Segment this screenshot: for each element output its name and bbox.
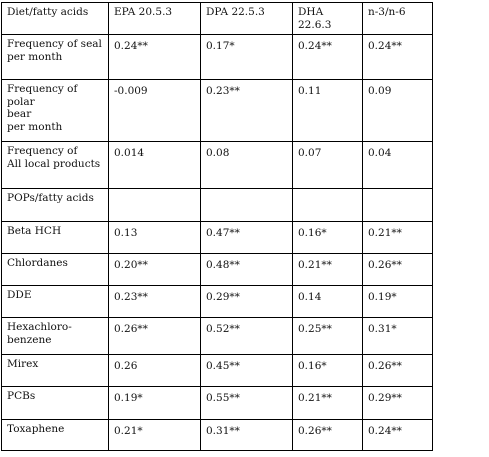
table-row: POPs/fatty acids [1,188,433,222]
table-cell: 0.09 [362,79,433,142]
table-cell: 0.16* [292,354,363,387]
row-label: POPs/fatty acids [1,188,109,222]
table-cell: 0.26 [108,354,201,387]
table-cell [362,188,433,222]
table-cell: 0.11 [292,79,363,142]
table-cell: -0.009 [108,79,201,142]
table-cell: 0.26** [108,317,201,355]
table-cell: 0.20** [108,253,201,286]
header-row: Diet/fatty acids EPA 20.5.3 DPA 22.5.3 D… [1,2,433,35]
header-cell: DPA 22.5.3 [200,2,293,35]
table-cell: 0.16* [292,221,363,254]
table-row: Mirex 0.26 0.45** 0.16* 0.26** [1,354,433,387]
table-cell: 0.13 [108,221,201,254]
row-label: Beta HCH [1,221,109,254]
table-cell: 0.52** [200,317,293,355]
row-label: Frequency of polar bear per month [1,79,109,142]
table-cell: 0.014 [108,141,201,189]
table-row: Frequency of All local products 0.014 0.08 0… [1,141,433,189]
table-body: Diet/fatty acids EPA 20.5.3 DPA 22.5.3 D… [1,2,433,451]
row-label: Hexachloro-benzene [1,317,109,355]
row-label: PCBs [1,386,109,420]
table-cell: 0.17* [200,34,293,80]
header-cell: EPA 20.5.3 [108,2,201,35]
table-cell [292,188,363,222]
header-cell: DHA 22.6.3 [292,2,363,35]
table-cell [200,188,293,222]
header-cell: n-3/n-6 [362,2,433,35]
table-cell: 0.14 [292,285,363,318]
row-label: Chlordanes [1,253,109,286]
table-row: Toxaphene 0.21* 0.31** 0.26** 0.24** [1,419,433,451]
table-cell: 0.23** [200,79,293,142]
table-row: Chlordanes 0.20** 0.48** 0.21** 0.26** [1,253,433,286]
table-cell: 0.45** [200,354,293,387]
table-cell: 0.26** [292,419,363,451]
table-cell: 0.26** [362,354,433,387]
table-cell: 0.48** [200,253,293,286]
row-label: Frequency of All local products [1,141,109,189]
table-cell: 0.24** [362,419,433,451]
table-cell: 0.24** [292,34,363,80]
table-cell: 0.21* [108,419,201,451]
row-label: Frequency of seal per month [1,34,109,80]
header-cell: Diet/fatty acids [1,2,109,35]
table-cell: 0.24** [362,34,433,80]
table-cell: 0.08 [200,141,293,189]
table-row: Frequency of polar bear per month -0.009 0.2… [1,79,433,142]
row-label: Mirex [1,354,109,387]
table-cell: 0.25** [292,317,363,355]
table-cell: 0.21** [292,253,363,286]
table-cell: 0.19* [108,386,201,420]
table-row: DDE 0.23** 0.29** 0.14 0.19* [1,285,433,318]
table-cell: 0.21** [362,221,433,254]
table-cell: 0.29** [200,285,293,318]
table-row: Hexachloro-benzene 0.26** 0.52** 0.25** 0.31… [1,317,433,355]
table-cell: 0.19* [362,285,433,318]
table-cell: 0.31** [200,419,293,451]
table-cell [108,188,201,222]
table-cell: 0.29** [362,386,433,420]
table-cell: 0.26** [362,253,433,286]
table-row: Beta HCH 0.13 0.47** 0.16* 0.21** [1,221,433,254]
table-cell: 0.47** [200,221,293,254]
row-label: Toxaphene [1,419,109,451]
table-cell: 0.07 [292,141,363,189]
correlation-table: Diet/fatty acids EPA 20.5.3 DPA 22.5.3 D… [1,2,433,451]
table-cell: 0.55** [200,386,293,420]
row-label: DDE [1,285,109,318]
table-cell: 0.04 [362,141,433,189]
table-cell: 0.31* [362,317,433,355]
table-cell: 0.23** [108,285,201,318]
table-cell: 0.21** [292,386,363,420]
table-cell: 0.24** [108,34,201,80]
table-row: Frequency of seal per month 0.24** 0.17* 0.2… [1,34,433,80]
table-row: PCBs 0.19* 0.55** 0.21** 0.29** [1,386,433,420]
